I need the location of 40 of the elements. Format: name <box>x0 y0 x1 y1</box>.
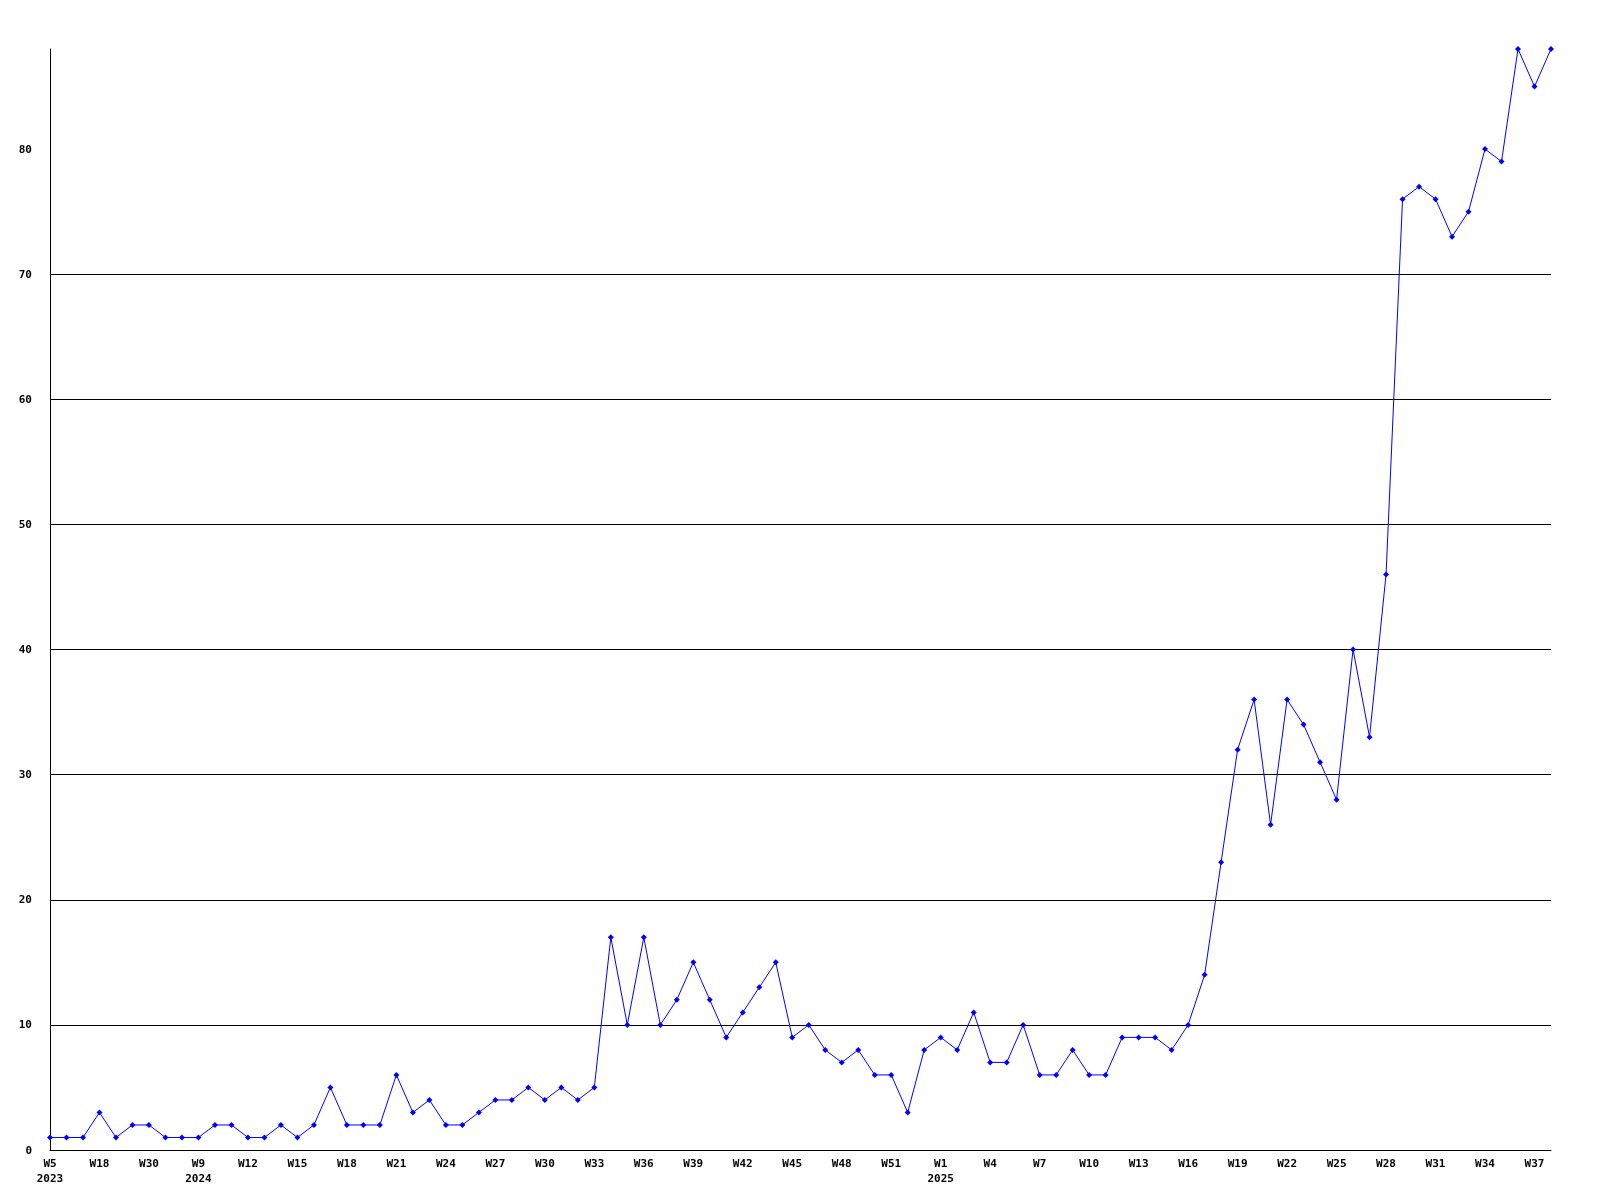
x-tick-label: W37 <box>1524 1157 1545 1170</box>
x-tick-label: W30 <box>534 1157 555 1170</box>
x-tick-label: W13 <box>1128 1157 1149 1170</box>
y-tick-label: 30 <box>18 768 32 782</box>
x-tick-label: W4 <box>983 1157 998 1170</box>
x-tick-label: W18 <box>89 1157 110 1170</box>
x-tick-label: W42 <box>732 1157 753 1170</box>
x-tick-label: W15 <box>287 1157 308 1170</box>
y-tick-label: 40 <box>18 643 32 657</box>
x-tick-label: W22 <box>1277 1157 1298 1170</box>
x-tick-label: W34 <box>1475 1157 1496 1170</box>
x-tick-label: W45 <box>782 1157 803 1170</box>
x-tick-label: W16 <box>1178 1157 1199 1170</box>
x-tick-label: W28 <box>1376 1157 1396 1170</box>
y-tick-label: 80 <box>18 142 32 156</box>
y-tick-label: 60 <box>18 392 32 406</box>
y-tick-label: 0 <box>25 1143 32 1157</box>
x-tick-label: W5 2023 <box>36 1157 64 1185</box>
x-tick-label: W24 <box>435 1157 457 1170</box>
x-tick-label: W7 <box>1033 1157 1047 1170</box>
y-tick-label: 10 <box>18 1018 32 1032</box>
x-tick-label: W19 <box>1227 1157 1248 1170</box>
x-tick-label: W39 <box>683 1157 704 1170</box>
x-tick-label: W36 <box>633 1157 655 1170</box>
x-tick-label: W10 <box>1079 1157 1100 1170</box>
x-tick-label: W25 <box>1326 1157 1347 1170</box>
x-tick-label: W21 <box>386 1157 407 1170</box>
x-tick-label: W9 2024 <box>185 1157 213 1185</box>
x-tick-label: W12 <box>238 1157 258 1170</box>
x-tick-label: W27 <box>485 1157 506 1170</box>
x-tick-label: W18 <box>336 1157 357 1170</box>
x-tick-label: W1 2025 <box>927 1157 954 1185</box>
x-tick-label: W51 <box>881 1157 902 1170</box>
y-tick-label: 50 <box>18 517 32 531</box>
x-tick-label: W33 <box>584 1157 605 1170</box>
x-tick-label: W31 <box>1425 1157 1446 1170</box>
x-tick-label: W48 <box>831 1157 852 1170</box>
y-tick-label: 20 <box>18 893 32 907</box>
x-tick-label: W30 <box>139 1157 159 1170</box>
y-tick-label: 70 <box>18 267 32 281</box>
